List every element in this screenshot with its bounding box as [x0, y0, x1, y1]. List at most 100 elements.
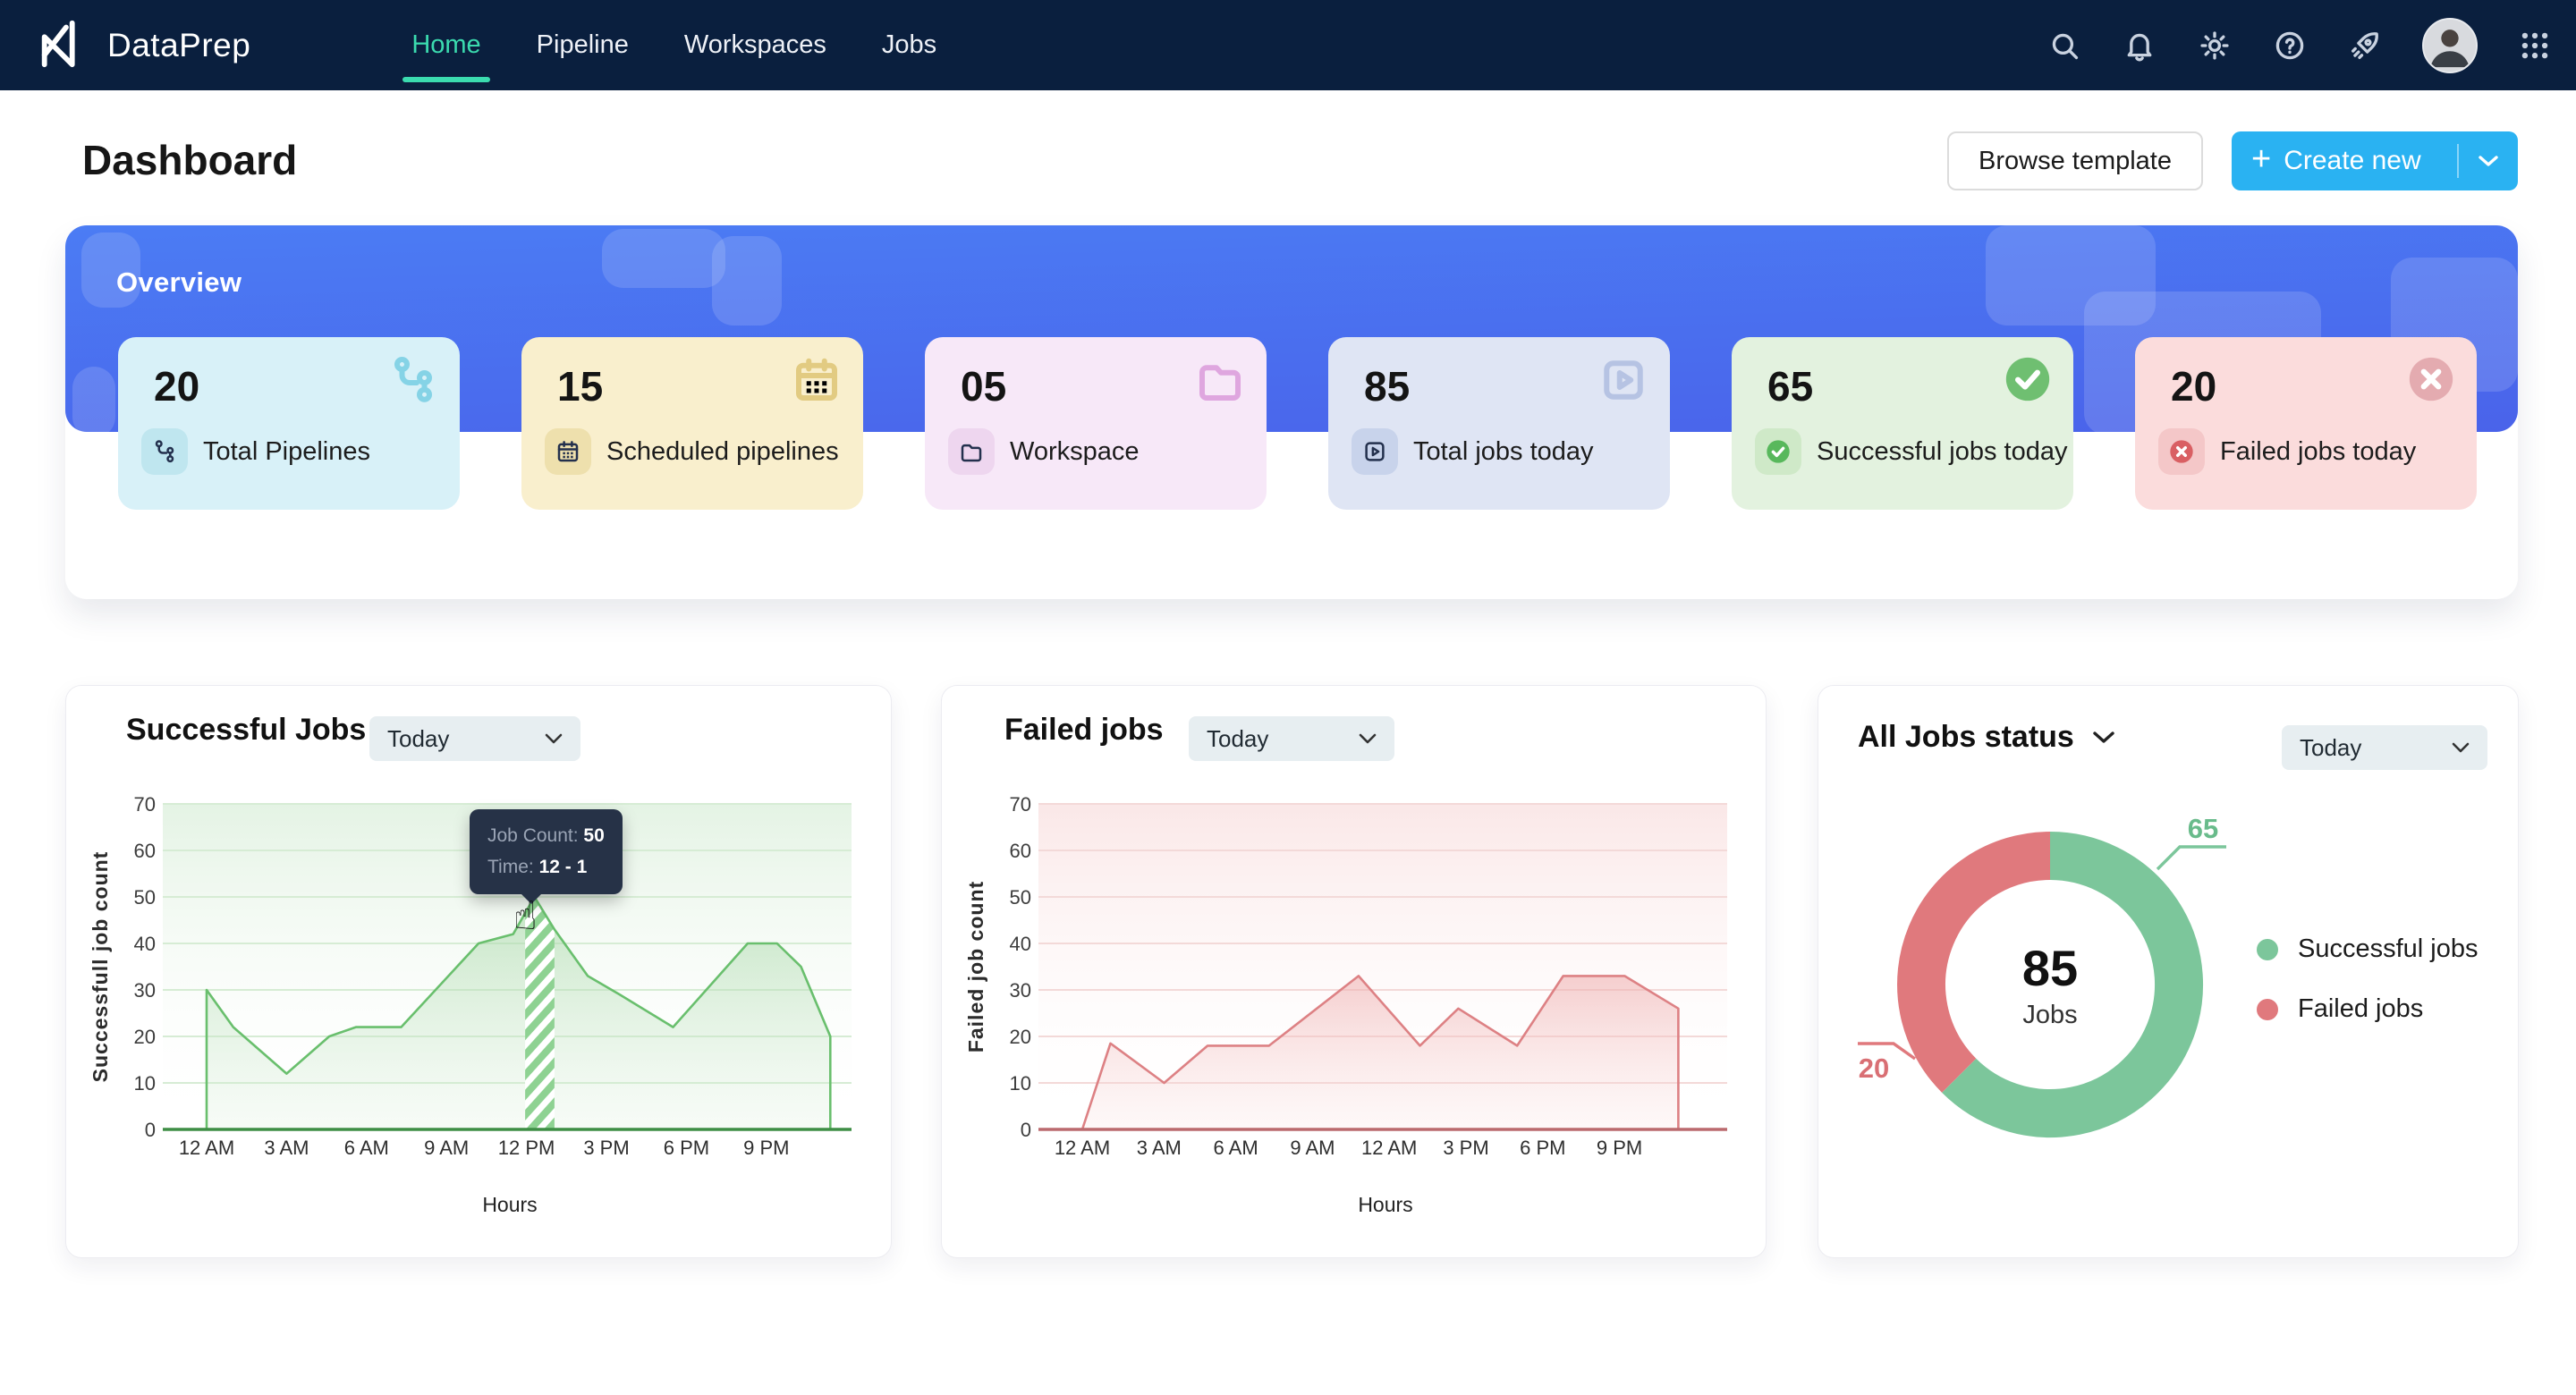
legend-failed-jobs[interactable]: Failed jobs: [2257, 994, 2479, 1024]
banner-decoration: [712, 236, 782, 326]
svg-text:Failed job count: Failed job count: [964, 881, 987, 1053]
svg-text:30: 30: [1010, 979, 1031, 1002]
svg-text:12 AM: 12 AM: [1055, 1137, 1110, 1159]
svg-text:3 PM: 3 PM: [1443, 1137, 1488, 1159]
svg-text:Hours: Hours: [1358, 1193, 1412, 1216]
create-new-button[interactable]: + Create new: [2232, 131, 2518, 190]
settings-button[interactable]: [2197, 28, 2233, 63]
svg-text:50: 50: [1010, 886, 1031, 909]
page-title: Dashboard: [82, 137, 298, 183]
svg-text:40: 40: [1010, 933, 1031, 955]
stat-value: 65: [1767, 363, 1814, 410]
legend-dot-green: [2257, 938, 2278, 960]
plus-icon: +: [2251, 140, 2272, 178]
stat-label: Total Pipelines: [203, 436, 370, 466]
chevron-down-icon[interactable]: [2092, 731, 2115, 744]
stat-card-successful-jobs[interactable]: 65 Successful jobs today: [1732, 337, 2073, 510]
dataprep-logo-icon: [36, 15, 91, 75]
stat-value: 85: [1364, 363, 1411, 410]
successful-jobs-period-select[interactable]: Today: [369, 716, 580, 761]
stat-card-total-pipelines[interactable]: 20 Total Pipelines: [118, 337, 460, 510]
rocket-icon: [2351, 31, 2378, 59]
svg-text:9 PM: 9 PM: [1597, 1137, 1642, 1159]
svg-text:3 AM: 3 AM: [1137, 1137, 1182, 1159]
svg-text:6 PM: 6 PM: [664, 1137, 709, 1159]
chart-title: Successful Jobs: [126, 713, 367, 747]
svg-text:6 PM: 6 PM: [1520, 1137, 1565, 1159]
svg-text:6 AM: 6 AM: [344, 1137, 389, 1159]
svg-text:20: 20: [1010, 1026, 1031, 1048]
svg-text:12 PM: 12 PM: [498, 1137, 555, 1159]
folder-icon: [1193, 353, 1247, 411]
nav-workspaces[interactable]: Workspaces: [683, 30, 826, 59]
browse-template-button[interactable]: Browse template: [1947, 131, 2203, 190]
banner-decoration: [602, 229, 725, 288]
svg-text:60: 60: [134, 840, 156, 862]
pipeline-branch-icon: [386, 353, 440, 411]
legend-dot-red: [2257, 998, 2278, 1020]
notifications-button[interactable]: [2122, 28, 2157, 63]
x-circle-icon: [2158, 428, 2205, 475]
nav-home[interactable]: Home: [402, 0, 490, 90]
folder-icon: [948, 428, 995, 475]
series-line: [1080, 975, 1680, 1130]
stat-card-scheduled-pipelines[interactable]: 15 Scheduled pipelines: [521, 337, 863, 510]
chart-title: All Jobs status: [1858, 720, 2074, 754]
bell-icon: [2127, 33, 2152, 61]
failed-jobs-period-select[interactable]: Today: [1189, 716, 1394, 761]
avatar[interactable]: [2422, 17, 2478, 73]
search-button[interactable]: [2046, 28, 2082, 63]
svg-text:10: 10: [134, 1072, 156, 1095]
donut-center: 85 Jobs: [2022, 939, 2078, 1030]
overview-banner: Overview: [65, 225, 2518, 432]
stat-label: Successful jobs today: [1817, 436, 2068, 466]
play-square-icon: [1352, 428, 1398, 475]
stat-card-total-jobs[interactable]: 85 Total jobs today: [1328, 337, 1670, 510]
brand-name: DataPrep: [107, 26, 251, 63]
apps-grid-button[interactable]: [2517, 28, 2553, 63]
svg-text:12 AM: 12 AM: [179, 1137, 234, 1159]
pipeline-branch-icon: [141, 428, 188, 475]
svg-text:9 AM: 9 AM: [424, 1137, 469, 1159]
stat-label: Scheduled pipelines: [606, 436, 839, 466]
svg-text:65: 65: [2188, 813, 2218, 844]
play-square-icon: [1597, 353, 1650, 411]
stat-label: Workspace: [1010, 436, 1140, 466]
svg-text:70: 70: [134, 793, 156, 816]
whats-new-button[interactable]: [2347, 28, 2383, 63]
cursor-hand-icon: ☝: [513, 893, 538, 939]
stat-value: 05: [961, 363, 1007, 410]
svg-text:0: 0: [1021, 1119, 1031, 1141]
stat-card-failed-jobs[interactable]: 20 Failed jobs today: [2135, 337, 2477, 510]
nav-pipeline[interactable]: Pipeline: [536, 30, 629, 59]
calendar-icon: [545, 428, 591, 475]
help-icon: [2275, 31, 2304, 59]
svg-text:Successfull job count: Successfull job count: [89, 851, 112, 1083]
nav-jobs[interactable]: Jobs: [881, 30, 937, 59]
svg-text:10: 10: [1010, 1072, 1031, 1095]
svg-text:9 PM: 9 PM: [743, 1137, 789, 1159]
svg-text:50: 50: [134, 886, 156, 909]
overview-title: Overview: [116, 266, 242, 298]
svg-text:9 AM: 9 AM: [1290, 1137, 1335, 1159]
banner-decoration: [1986, 225, 2156, 326]
chart-title: Failed jobs: [1004, 713, 1164, 747]
help-button[interactable]: [2272, 28, 2308, 63]
search-icon: [2052, 33, 2079, 59]
chart-legend: Successful jobs Failed jobs: [2257, 934, 2479, 1024]
svg-text:Hours: Hours: [482, 1193, 537, 1216]
stat-card-workspace[interactable]: 05 Workspace: [925, 337, 1267, 510]
failed-jobs-chart[interactable]: 0 10 20 30 40 50 60 70 12 AM 3 AM 6 AM 9 AM 12 AM 3 P…: [942, 757, 1768, 1258]
all-jobs-period-select[interactable]: Today: [2282, 725, 2487, 770]
successful-jobs-card: Successful Jobs Today 0 10 20 30 40 50 60 70 12 …: [65, 685, 892, 1258]
brand[interactable]: DataPrep: [36, 15, 250, 75]
svg-text:40: 40: [134, 933, 156, 955]
svg-text:20: 20: [134, 1026, 156, 1048]
successful-jobs-chart[interactable]: 0 10 20 30 40 50 60 70 12 AM 3 AM 6 AM 9 AM 12 PM 3 P…: [66, 757, 893, 1258]
chevron-down-icon: [2452, 742, 2470, 753]
create-new-dropdown-toggle[interactable]: [2459, 155, 2518, 167]
stat-label: Total jobs today: [1413, 436, 1594, 466]
topbar: DataPrep Home Pipeline Workspaces Jobs: [0, 0, 2576, 90]
jobs-status-donut-chart[interactable]: 65 20: [1818, 686, 2520, 1259]
legend-successful-jobs[interactable]: Successful jobs: [2257, 934, 2479, 964]
